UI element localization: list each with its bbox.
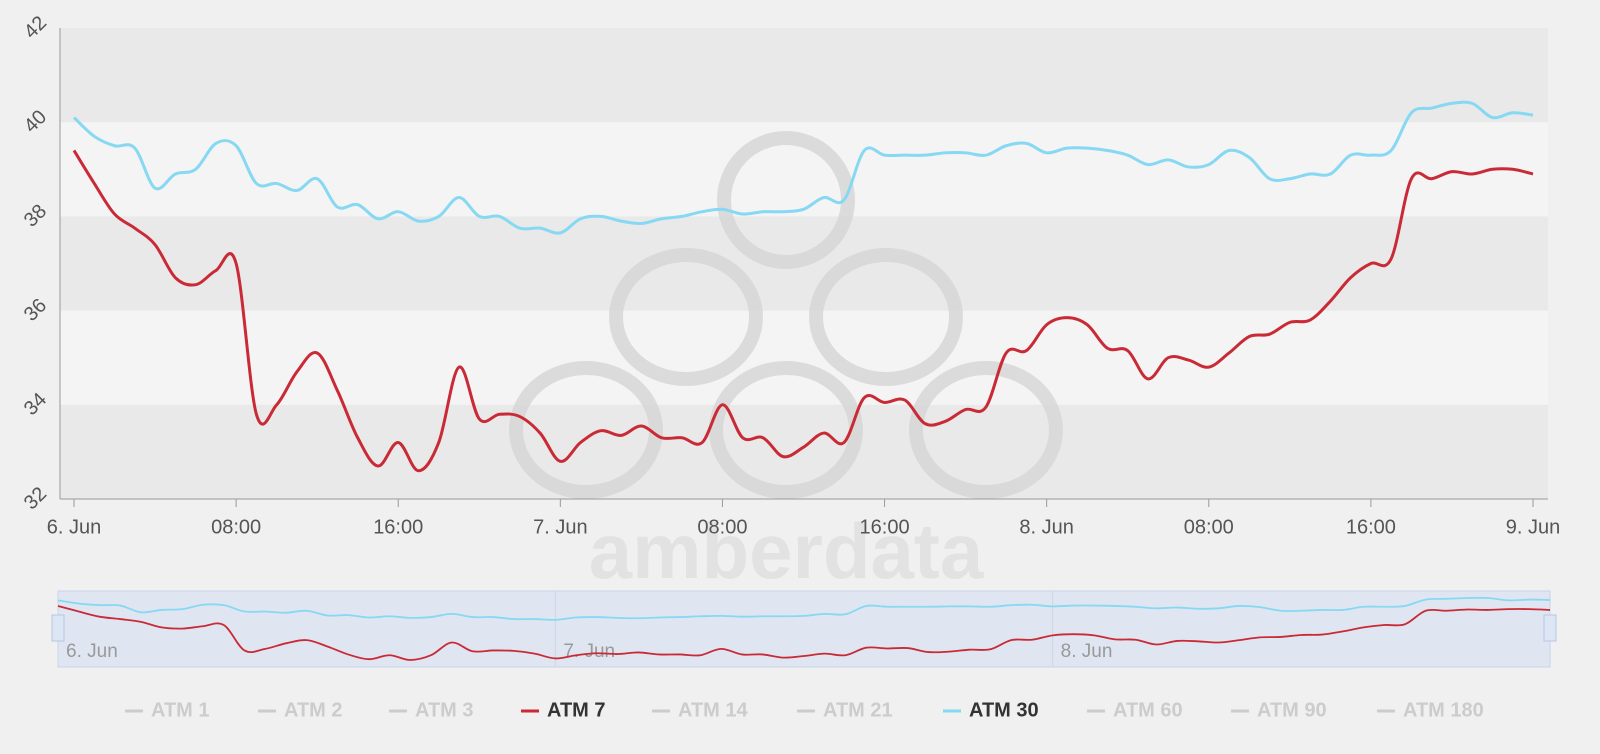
legend-label: ATM 60 [1113, 699, 1183, 721]
navigator-series [57, 596, 1551, 621]
watermark: amberdata [589, 507, 984, 595]
legend-item[interactable]: ATM 21 [797, 699, 893, 721]
x-tick-label: 16:00 [860, 516, 910, 538]
x-tick-label: 16:00 [373, 516, 423, 538]
legend-item[interactable]: ATM 90 [1231, 699, 1327, 721]
navigator-series [57, 605, 1551, 661]
y-tick-label: 42 [20, 12, 51, 43]
legend-item[interactable]: ATM 30 [943, 699, 1039, 721]
y-tick-label: 32 [20, 483, 51, 514]
legend-label: ATM 90 [1257, 699, 1327, 721]
legend-label: ATM 3 [415, 699, 474, 721]
navigator-tick-label: 6. Jun [66, 641, 118, 662]
legend-item[interactable]: ATM 180 [1377, 699, 1484, 721]
plot-band [60, 310, 1548, 405]
x-tick-label: 7. Jun [533, 516, 587, 538]
legend-label: ATM 30 [969, 699, 1039, 721]
navigator-tick-label: 8. Jun [1061, 641, 1113, 662]
x-tick-label: 08:00 [697, 516, 747, 538]
x-tick-label: 8. Jun [1019, 516, 1073, 538]
navigator [57, 590, 1551, 668]
navigator-tick-label: 7. Jun [563, 641, 615, 662]
legend-label: ATM 7 [547, 699, 606, 721]
x-tick-label: 08:00 [1184, 516, 1234, 538]
x-tick-label: 6. Jun [47, 516, 101, 538]
navigator-handle[interactable] [51, 614, 65, 642]
legend-label: ATM 2 [284, 699, 343, 721]
x-tick-label: 16:00 [1346, 516, 1396, 538]
legend-label: ATM 21 [823, 699, 893, 721]
line-series [72, 149, 1534, 473]
legend-item[interactable]: ATM 3 [389, 699, 474, 721]
y-tick-label: 34 [20, 389, 51, 420]
legend-label: ATM 14 [678, 699, 749, 721]
legend-item[interactable]: ATM 14 [652, 699, 749, 721]
line-series [72, 100, 1534, 235]
x-tick-label: 9. Jun [1506, 516, 1560, 538]
legend-item[interactable]: ATM 60 [1087, 699, 1183, 721]
legend-item[interactable]: ATM 7 [521, 699, 606, 721]
x-tick-label: 08:00 [211, 516, 261, 538]
watermark-logo [509, 131, 1063, 499]
y-tick-label: 38 [20, 200, 51, 231]
plot-band [60, 28, 1548, 123]
legend-item[interactable]: ATM 1 [125, 699, 210, 721]
legend-item[interactable]: ATM 2 [258, 699, 343, 721]
navigator-handle[interactable] [1543, 614, 1557, 642]
legend-label: ATM 1 [151, 699, 210, 721]
y-tick-label: 40 [20, 106, 51, 137]
y-tick-label: 36 [20, 294, 51, 325]
legend-label: ATM 180 [1403, 699, 1484, 721]
